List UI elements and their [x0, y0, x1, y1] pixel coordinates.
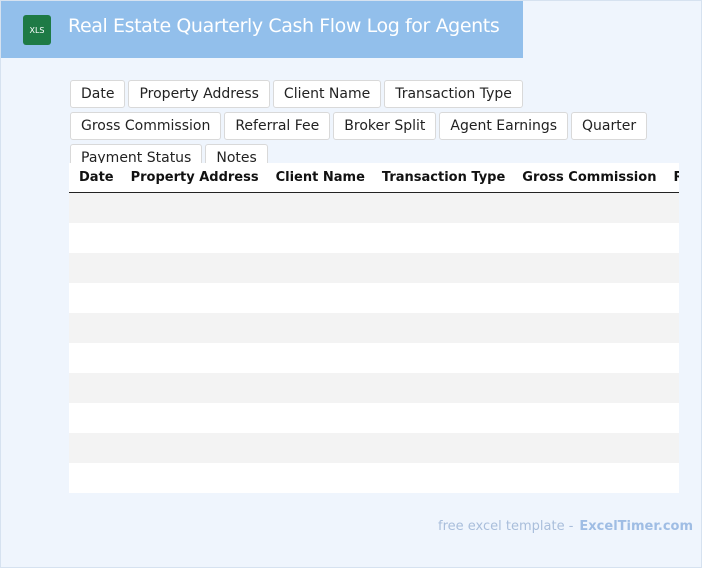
field-chip[interactable]: Transaction Type: [384, 80, 523, 108]
row: [69, 313, 679, 343]
row: [69, 433, 679, 463]
field-chip[interactable]: Date: [70, 80, 126, 108]
header: XLS Real Estate Quarterly Cash Flow Log …: [1, 1, 523, 58]
field-chip[interactable]: Client Name: [272, 80, 382, 108]
row: [69, 283, 679, 313]
column-header: Client Name: [265, 163, 372, 193]
row: [69, 343, 679, 373]
row: [69, 463, 679, 493]
title: Real Estate Quarterly Cash Flow Log for …: [68, 15, 500, 37]
field-chip[interactable]: Agent Earnings: [439, 112, 569, 140]
field-chip[interactable]: Property Address: [128, 80, 270, 108]
field-chip[interactable]: Broker Split: [333, 112, 437, 140]
column-header: Transaction Type: [371, 163, 513, 193]
file-icon: XLS: [23, 15, 51, 45]
field-chip[interactable]: Gross Commission: [70, 112, 222, 140]
row: [69, 373, 679, 403]
table: Date Property Address Client Name Transacti…: [69, 163, 679, 493]
footer: free excel template - ExcelTimer.com: [438, 519, 693, 534]
field-chip[interactable]: Referral Fee: [224, 112, 331, 140]
column-header: Date: [69, 163, 121, 193]
row: [69, 403, 679, 433]
footer-link[interactable]: ExcelTimer.com: [579, 519, 694, 534]
row: [69, 253, 679, 283]
column-header: Property Address: [120, 163, 266, 193]
header-row: Date Property Address Client Name Transacti…: [69, 163, 679, 193]
icon-label: XLS: [29, 26, 45, 35]
field-list: Date Property Address Client Name Transacti…: [70, 80, 670, 172]
table-body: [69, 193, 679, 493]
field-chip[interactable]: Quarter: [571, 112, 648, 140]
footer-text: free excel template -: [438, 519, 574, 534]
column-header: Gross Commission: [512, 163, 664, 193]
row: [69, 223, 679, 253]
row: [69, 193, 679, 223]
column-header: Referral Fee: [663, 163, 679, 193]
